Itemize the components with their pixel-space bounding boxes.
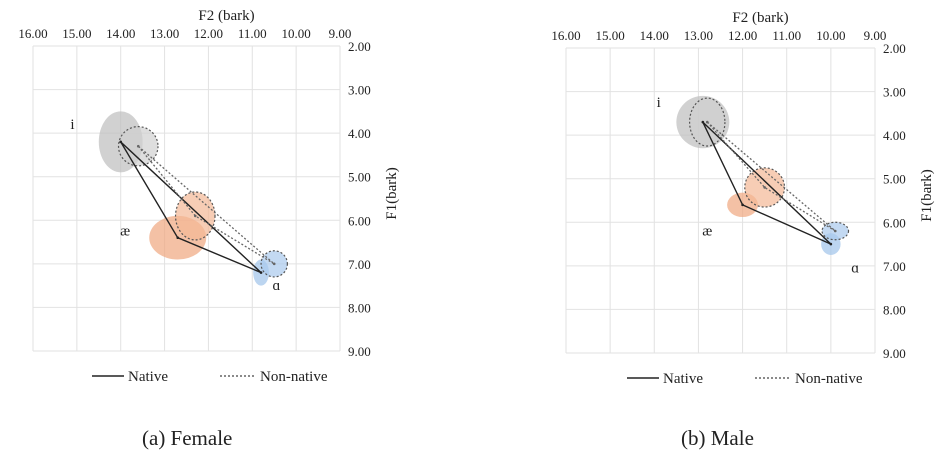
- vowel-label-ae: æ: [702, 223, 712, 239]
- x-tick-label: 11.00: [238, 26, 267, 41]
- x-tick-label: 9.00: [864, 28, 887, 43]
- y-axis-title: F1(bark): [919, 169, 935, 222]
- x-tick-label: 13.00: [150, 26, 179, 41]
- legend-non-native-label: Non-native: [260, 369, 328, 385]
- x-tick-label: 9.00: [329, 26, 352, 41]
- x-axis-title: F2 (bark): [198, 8, 254, 24]
- y-tick-label: 2.00: [348, 39, 371, 54]
- non-native-ae-point: [763, 186, 766, 189]
- native-a-point: [259, 271, 263, 274]
- native-vowel-triangle: [702, 121, 832, 245]
- vowel-label-a: ɑ: [272, 278, 280, 294]
- x-tick-label: 16.00: [18, 26, 47, 41]
- x-tick-label: 13.00: [684, 28, 713, 43]
- y-tick-label: 4.00: [348, 126, 371, 141]
- non-native-i-point: [136, 144, 140, 148]
- y-tick-label: 4.00: [883, 128, 906, 143]
- legend-non-native-label: Non-native: [795, 371, 863, 387]
- y-tick-label: 9.00: [883, 346, 906, 361]
- x-tick-label: 10.00: [816, 28, 845, 43]
- male-vowel-chart: 16.00 15.00 14.00 13.00 12.00 11.00 10.00 9.00 F…: [551, 10, 935, 387]
- caption-male: (b) Male: [681, 426, 754, 450]
- x-tick-label: 15.00: [596, 28, 625, 43]
- y-tick-label: 7.00: [348, 257, 371, 272]
- x-axis-title: F2 (bark): [732, 10, 788, 26]
- non-native-i-point: [705, 120, 709, 124]
- non-native-a-point: [833, 229, 837, 233]
- legend-native-label: Native: [128, 369, 168, 385]
- y-tick-label: 3.00: [348, 83, 371, 98]
- vowel-label-i: i: [70, 117, 74, 133]
- x-tick-label: 15.00: [62, 26, 91, 41]
- x-tick-label: 14.00: [106, 26, 135, 41]
- y-tick-label: 8.00: [883, 302, 906, 317]
- non-native-vowel-triangle: [706, 121, 836, 232]
- vowel-label-ae: æ: [120, 224, 130, 240]
- y-tick-label: 3.00: [883, 85, 906, 100]
- native-ae-point: [176, 236, 180, 240]
- x-tick-label: 16.00: [551, 28, 580, 43]
- y-tick-label: 7.00: [883, 259, 906, 274]
- y-tick-label: 6.00: [348, 213, 371, 228]
- female-vowel-chart: 16.00 15.00 14.00 13.00 12.00 11.00 10.00 9.00 F…: [18, 8, 400, 385]
- x-tick-label: 11.00: [772, 28, 801, 43]
- non-native-vowel-triangle: [137, 145, 275, 265]
- native-ae-point: [741, 203, 744, 207]
- x-tick-label: 10.00: [282, 26, 311, 41]
- vowel-label-i: i: [657, 95, 661, 111]
- y-tick-label: 6.00: [883, 215, 906, 230]
- y-tick-label: 9.00: [348, 344, 371, 359]
- y-tick-label: 5.00: [348, 170, 371, 185]
- legend-native-label: Native: [663, 371, 703, 387]
- y-tick-label: 2.00: [883, 41, 906, 56]
- y-tick-label: 5.00: [883, 172, 906, 187]
- native-i-point: [701, 120, 705, 124]
- x-tick-label: 12.00: [194, 26, 223, 41]
- x-tick-label: 12.00: [728, 28, 757, 43]
- non-native-ae-point: [193, 214, 197, 218]
- vowel-label-a: ɑ: [851, 260, 859, 276]
- native-a-point: [829, 242, 833, 246]
- y-tick-label: 8.00: [348, 300, 371, 315]
- native-i-point: [119, 140, 123, 144]
- caption-female: (a) Female: [142, 426, 233, 450]
- x-tick-label: 14.00: [640, 28, 669, 43]
- y-axis-title: F1(bark): [384, 167, 400, 220]
- native-vowel-triangle: [120, 141, 262, 274]
- non-native-a-point: [272, 262, 276, 266]
